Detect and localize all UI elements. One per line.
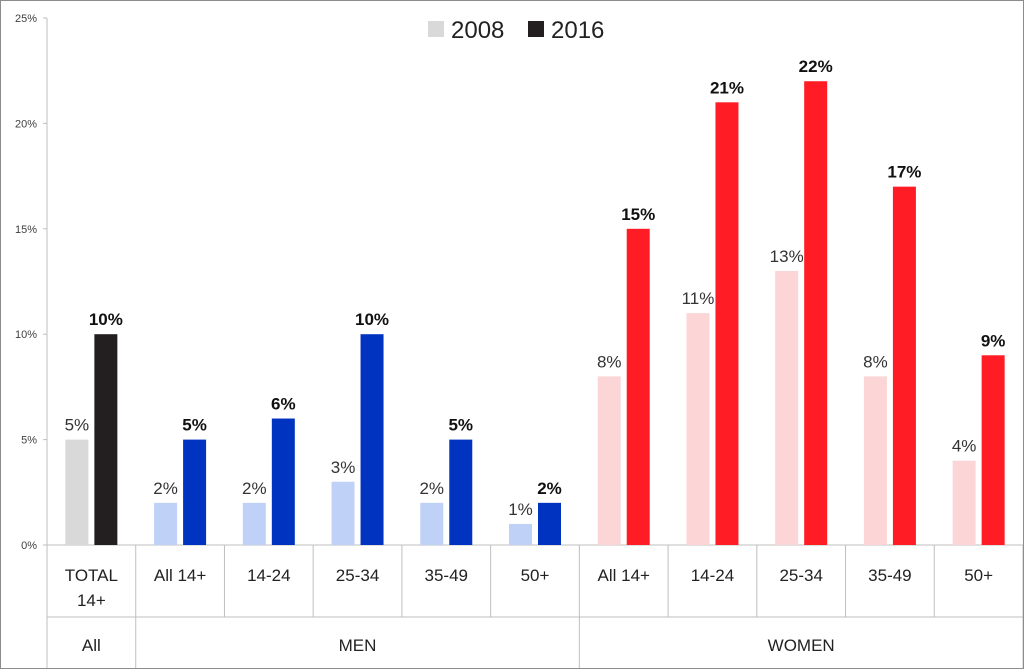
bar-2016 (626, 228, 650, 546)
data-label-2016: 10% (355, 310, 389, 329)
bar-2008 (65, 439, 89, 545)
x-tick-label: 14-24 (247, 566, 290, 585)
x-tick-label: 25-34 (336, 566, 379, 585)
legend-label-2016: 2016 (551, 17, 604, 44)
x-tick-label: All 14+ (598, 566, 651, 585)
data-label-2008: 3% (331, 458, 356, 477)
x-tick-label: 50+ (521, 566, 550, 585)
x-tick-label: 14-24 (691, 566, 734, 585)
bar-2016 (715, 102, 739, 545)
data-label-2016: 9% (981, 331, 1006, 350)
bar-2016 (271, 418, 295, 545)
data-label-2008: 4% (952, 437, 977, 456)
y-tick-label: 5% (21, 435, 37, 447)
bar-2016 (804, 81, 828, 546)
legend-swatch-2008 (428, 21, 444, 37)
bar-2008 (775, 270, 799, 545)
group-label-women: WOMEN (768, 636, 835, 655)
x-tick-label: TOTAL (65, 566, 118, 585)
bar-2008 (242, 502, 266, 545)
y-tick-label: 0% (21, 540, 37, 552)
data-label-2016: 10% (89, 310, 123, 329)
data-label-2008: 5% (65, 416, 90, 435)
bar-2008 (863, 376, 887, 545)
bar-2016 (183, 439, 207, 545)
y-tick-label: 10% (15, 329, 37, 341)
y-tick-label: 25% (15, 13, 37, 25)
bar-2016 (981, 355, 1005, 545)
data-label-2016: 2% (537, 479, 562, 498)
bar-2016 (360, 334, 384, 545)
data-label-2016: 15% (621, 205, 655, 224)
data-label-2016: 21% (710, 78, 744, 97)
bar-2016 (94, 334, 118, 545)
data-label-2008: 8% (597, 352, 622, 371)
data-label-2008: 13% (770, 247, 804, 266)
data-label-2008: 11% (682, 289, 715, 308)
data-label-2016: 5% (448, 416, 473, 435)
bar-2008 (331, 481, 355, 545)
x-tick-label: 14+ (77, 591, 106, 610)
data-label-2008: 1% (508, 500, 533, 519)
data-label-2008: 2% (153, 479, 178, 498)
data-label-2008: 2% (419, 479, 444, 498)
group-label-all: All (82, 636, 101, 655)
x-tick-label: 35-49 (868, 566, 911, 585)
legend-swatch-2016 (528, 21, 544, 37)
data-label-2016: 17% (887, 163, 921, 182)
bar-2008 (420, 502, 444, 545)
bar-2008 (597, 376, 621, 545)
x-tick-label: 25-34 (779, 566, 822, 585)
legend-label-2008: 2008 (451, 17, 504, 44)
bar-2008 (952, 460, 976, 545)
bar-2016 (892, 186, 916, 545)
x-tick-label: All 14+ (154, 566, 207, 585)
data-label-2016: 22% (799, 57, 833, 76)
data-label-2008: 8% (863, 352, 888, 371)
bar-2008 (686, 313, 710, 545)
x-tick-label: 50+ (964, 566, 993, 585)
data-label-2008: 2% (242, 479, 267, 498)
bar-2016 (538, 502, 561, 545)
data-label-2016: 5% (182, 416, 207, 435)
bar-2016 (449, 439, 473, 545)
y-tick-label: 20% (15, 118, 37, 130)
bar-2008 (154, 502, 178, 545)
data-label-2016: 6% (271, 395, 296, 414)
y-tick-label: 15% (15, 224, 37, 236)
group-label-men: MEN (339, 636, 377, 655)
bar-2008 (509, 523, 532, 545)
x-tick-label: 35-49 (425, 566, 468, 585)
